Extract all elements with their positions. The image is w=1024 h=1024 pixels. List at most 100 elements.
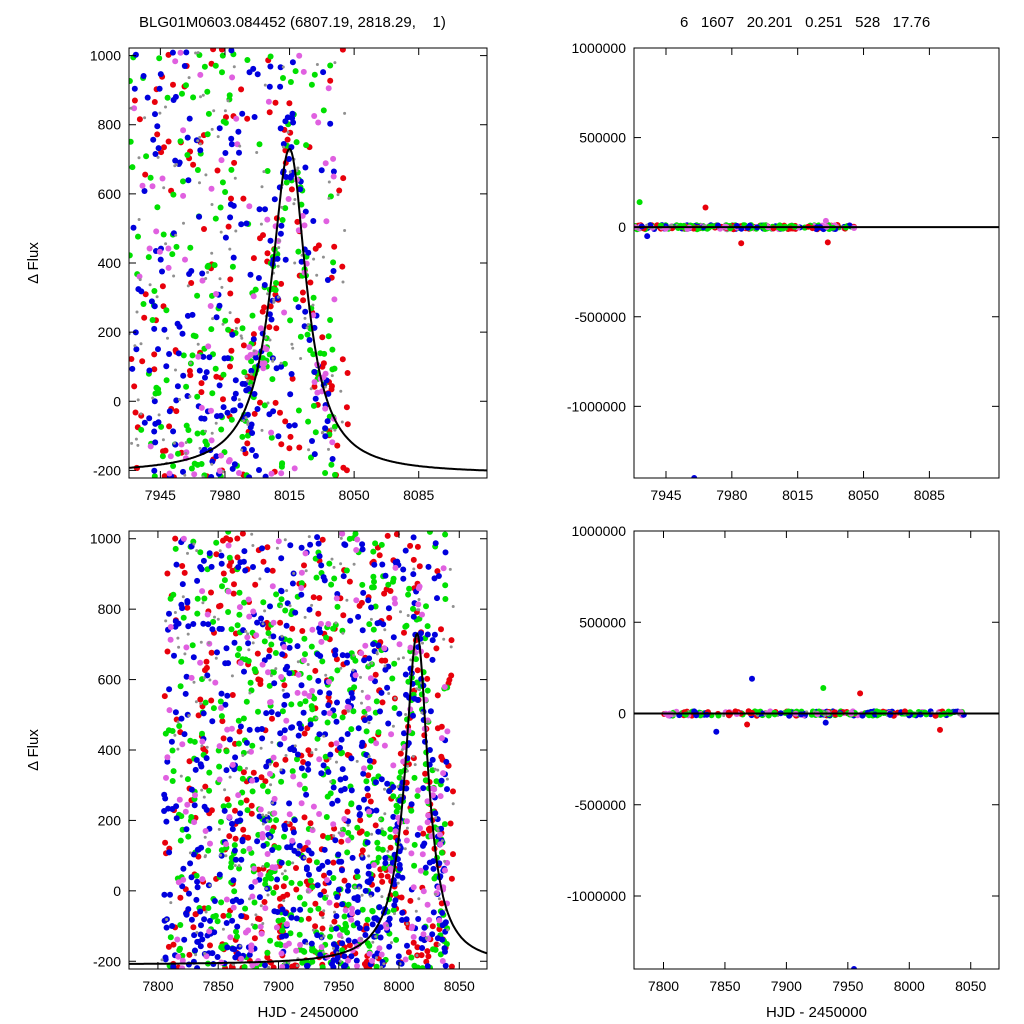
data-point-gray bbox=[259, 746, 263, 750]
data-point-green bbox=[169, 747, 176, 754]
data-point-gray bbox=[183, 473, 187, 477]
data-point-gray bbox=[210, 462, 214, 466]
data-point-gray bbox=[371, 940, 375, 944]
data-point-red bbox=[198, 389, 205, 396]
data-point-green bbox=[217, 698, 224, 705]
data-point-gray bbox=[254, 913, 258, 917]
y-tick-label: 0 bbox=[113, 393, 121, 409]
data-point-gray bbox=[214, 421, 218, 425]
data-point-magenta bbox=[180, 127, 187, 134]
data-point-blue bbox=[229, 826, 236, 833]
data-point-green bbox=[278, 778, 285, 785]
data-point-gray bbox=[383, 812, 387, 816]
data-point-blue bbox=[325, 702, 332, 709]
data-point-blue bbox=[173, 815, 180, 822]
data-point-green bbox=[424, 623, 431, 630]
data-point-red bbox=[434, 692, 441, 699]
data-point-gray bbox=[417, 608, 421, 612]
data-point-gray bbox=[246, 420, 250, 424]
data-point-green bbox=[345, 901, 352, 908]
data-point-magenta bbox=[429, 785, 436, 792]
data-point-blue bbox=[382, 572, 389, 579]
data-point-magenta bbox=[229, 74, 236, 81]
data-point-blue bbox=[194, 884, 201, 891]
data-point-blue bbox=[279, 651, 286, 658]
data-point-green bbox=[391, 660, 398, 667]
data-point-gray bbox=[261, 622, 265, 626]
y-tick-label: -1000000 bbox=[567, 398, 626, 414]
data-point-magenta bbox=[216, 468, 223, 474]
data-point-blue bbox=[200, 620, 207, 627]
data-point-gray bbox=[383, 628, 387, 632]
data-point-gray bbox=[380, 895, 384, 899]
data-point-green bbox=[327, 62, 334, 69]
data-point-red bbox=[339, 48, 346, 53]
data-point-blue bbox=[184, 312, 191, 319]
data-point-gray bbox=[314, 716, 318, 720]
data-point-green bbox=[351, 684, 358, 691]
data-point-blue bbox=[228, 135, 235, 142]
data-point-blue bbox=[155, 346, 161, 353]
data-point-gray bbox=[268, 635, 272, 639]
data-point-gray bbox=[322, 934, 326, 938]
data-point-green bbox=[278, 596, 285, 603]
data-point-green bbox=[311, 695, 318, 702]
data-point-blue bbox=[361, 796, 367, 803]
data-point-magenta bbox=[309, 626, 316, 633]
data-point-blue bbox=[180, 865, 187, 872]
data-point-blue bbox=[430, 909, 437, 916]
data-point-magenta bbox=[424, 798, 431, 805]
data-point-gray bbox=[305, 326, 309, 330]
data-point-red bbox=[151, 366, 158, 373]
data-point-blue bbox=[391, 902, 398, 909]
data-point-gray bbox=[210, 203, 214, 206]
data-point-red bbox=[248, 802, 255, 809]
data-point-red bbox=[448, 637, 455, 644]
data-point-blue bbox=[348, 787, 355, 794]
data-point-blue bbox=[355, 613, 362, 620]
data-point-red bbox=[438, 900, 445, 907]
data-point-magenta bbox=[264, 825, 271, 831]
data-point-green bbox=[327, 790, 334, 797]
data-point-gray bbox=[238, 944, 242, 948]
data-point-magenta bbox=[235, 792, 242, 799]
data-point-blue bbox=[229, 945, 236, 952]
data-point-magenta bbox=[301, 690, 308, 697]
data-point-blue bbox=[332, 647, 339, 654]
data-point-green bbox=[342, 920, 349, 927]
data-point-magenta bbox=[306, 693, 313, 699]
data-point-red bbox=[231, 581, 237, 588]
data-point-gray bbox=[302, 856, 306, 860]
residual-point-gray bbox=[722, 714, 726, 718]
data-point-green bbox=[343, 567, 350, 574]
data-point-gray bbox=[343, 229, 347, 232]
data-point-gray bbox=[327, 196, 331, 200]
data-point-blue bbox=[138, 288, 145, 295]
data-point-red bbox=[344, 370, 351, 376]
data-point-blue bbox=[303, 866, 310, 873]
data-point-blue bbox=[289, 580, 296, 587]
data-point-red bbox=[438, 626, 444, 633]
data-point-gray bbox=[383, 664, 387, 668]
data-point-blue bbox=[402, 671, 409, 678]
data-point-green bbox=[241, 369, 248, 376]
data-point-gray bbox=[244, 416, 248, 420]
data-point-blue bbox=[362, 932, 369, 938]
data-point-green bbox=[270, 889, 277, 896]
data-point-green bbox=[210, 705, 217, 712]
data-point-magenta bbox=[440, 770, 447, 777]
data-point-gray bbox=[220, 285, 224, 289]
data-point-blue bbox=[289, 59, 296, 66]
x-tick-label: 8050 bbox=[955, 978, 986, 994]
data-point-red bbox=[273, 884, 280, 891]
data-point-green bbox=[408, 954, 415, 961]
data-point-blue bbox=[214, 649, 220, 656]
data-point-blue bbox=[242, 567, 249, 574]
data-point-gray bbox=[143, 116, 147, 120]
data-point-magenta bbox=[309, 687, 316, 694]
data-point-gray bbox=[279, 361, 283, 365]
data-point-red bbox=[254, 650, 261, 657]
data-point-gray bbox=[164, 619, 168, 623]
data-point-blue bbox=[214, 954, 221, 960]
data-point-red bbox=[269, 715, 275, 722]
